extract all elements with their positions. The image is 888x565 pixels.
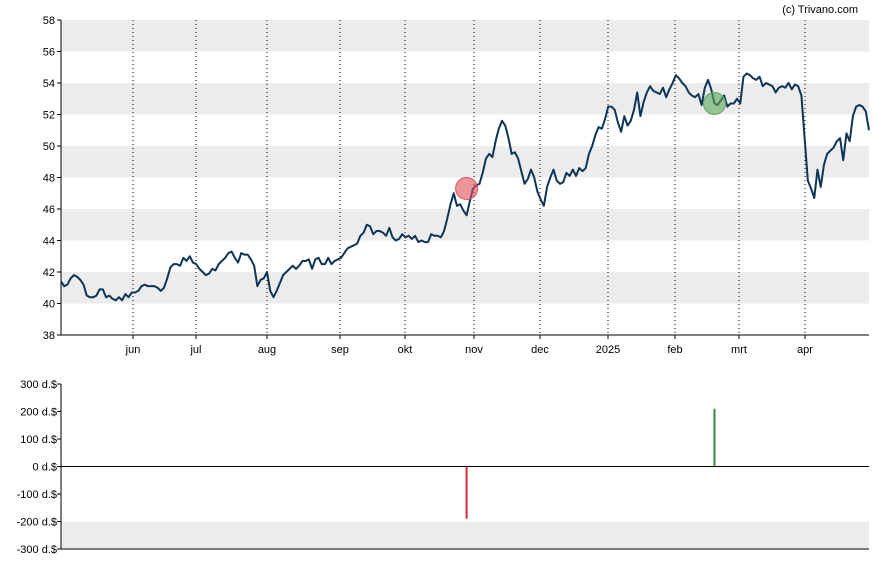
price-y-tick-label: 48	[43, 173, 55, 185]
month-tick-labels: jun jul aug sep okt nov dec 2025 feb mrt apr	[125, 335, 813, 356]
month-tick-label: jul	[189, 344, 201, 356]
price-band	[61, 20, 869, 52]
price-y-tick-label: 50	[43, 141, 55, 153]
price-y-tick-label: 44	[43, 236, 55, 248]
month-tick-label: apr	[797, 344, 813, 356]
price-y-tick-label: 58	[43, 15, 55, 27]
buy-marker	[702, 91, 726, 115]
month-tick-label: aug	[258, 344, 276, 356]
month-tick-label: sep	[331, 344, 349, 356]
price-y-tick-label: 54	[43, 78, 55, 90]
month-tick-label: mrt	[731, 344, 747, 356]
month-tick-label: 2025	[596, 344, 620, 356]
transaction-band	[61, 521, 869, 549]
price-y-tick-label: 38	[43, 330, 55, 342]
price-y-tick-label: 56	[43, 47, 55, 59]
trade-markers	[455, 91, 726, 201]
transaction-y-tick-label: -300 d.$	[17, 544, 57, 556]
price-y-tick-label: 52	[43, 110, 55, 122]
transaction-y-tick-label: 100 d.$	[20, 434, 57, 446]
month-tick-label: jun	[125, 344, 141, 356]
price-y-tick-labels: 38 40 42 44 46 48 50 52 54 56 58	[43, 15, 61, 342]
transaction-y-tick-label: -100 d.$	[17, 489, 57, 501]
price-y-tick-label: 46	[43, 204, 55, 216]
transaction-y-tick-label: -200 d.$	[17, 517, 57, 529]
price-y-tick-label: 42	[43, 267, 55, 279]
price-band	[61, 272, 869, 304]
credit-text: (c) Trivano.com	[782, 4, 858, 16]
month-tick-label: nov	[465, 344, 483, 356]
month-gridlines	[132, 20, 806, 335]
transaction-y-tick-label: 0 d.$	[33, 462, 57, 474]
transaction-y-tick-label: 300 d.$	[20, 379, 57, 391]
sell-marker	[455, 177, 479, 201]
price-y-tick-label: 40	[43, 299, 55, 311]
price-background-bands	[61, 20, 869, 304]
month-tick-label: okt	[398, 344, 413, 356]
price-line	[60, 72, 870, 302]
price-band	[61, 83, 869, 115]
price-series	[60, 72, 870, 302]
transaction-background-bands	[61, 521, 869, 549]
transaction-y-tick-labels: 300 d.$ 200 d.$ 100 d.$ 0 d.$ -100 d.$ -200 d…	[17, 379, 61, 556]
month-tick-label: feb	[667, 344, 682, 356]
price-band	[61, 146, 869, 178]
transaction-y-tick-label: 200 d.$	[20, 407, 57, 419]
transaction-bars	[465, 408, 716, 519]
month-tick-label: dec	[531, 344, 549, 356]
